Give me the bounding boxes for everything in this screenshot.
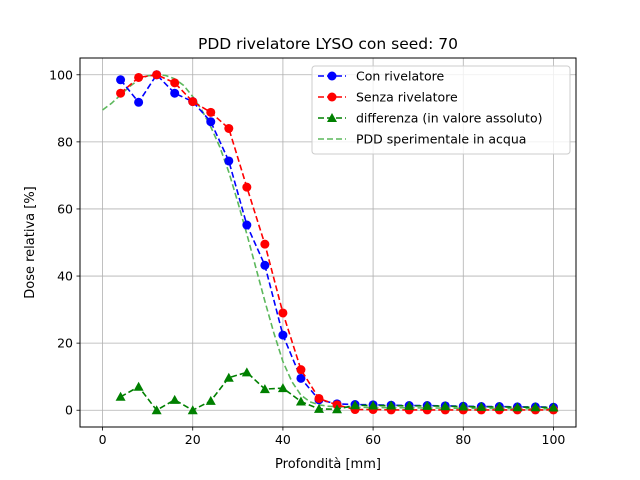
legend: Con rivelatore Senza rivelatore differenza… (311, 65, 571, 155)
legend-marker (327, 71, 337, 81)
x-tick-label: 40 (275, 432, 291, 447)
data-point (368, 400, 379, 410)
legend-box (311, 65, 571, 155)
data-point (152, 70, 162, 80)
x-tick-label: 80 (455, 432, 471, 447)
data-point (116, 88, 126, 98)
data-point (188, 97, 198, 107)
series-differenza-in-valore-assoluto (115, 367, 559, 415)
data-point (422, 400, 433, 410)
data-point (242, 220, 252, 230)
y-tick-label: 0 (65, 403, 73, 418)
data-point (386, 400, 397, 410)
legend-marker (327, 92, 337, 102)
chart-title: PDD rivelatore LYSO con seed: 70 (198, 35, 458, 53)
data-point (169, 394, 180, 404)
y-tick-label: 60 (57, 201, 73, 216)
data-point (206, 107, 216, 117)
data-point (458, 401, 469, 411)
data-point (314, 393, 324, 403)
data-point (296, 373, 306, 383)
data-point (313, 403, 324, 413)
data-point (530, 402, 541, 412)
legend-label: PDD sperimentale in acqua (356, 132, 526, 147)
data-point (151, 405, 162, 415)
y-tick-label: 100 (49, 67, 73, 82)
y-tick-label: 20 (57, 336, 73, 351)
data-point (512, 402, 523, 412)
data-point (116, 75, 126, 85)
data-point (278, 308, 288, 318)
data-point (494, 401, 505, 411)
data-point (277, 383, 288, 393)
data-point (332, 404, 343, 414)
data-point (350, 400, 361, 410)
data-point (260, 239, 270, 249)
data-point (133, 381, 144, 391)
plot-frame (79, 57, 577, 428)
x-tick-label: 20 (185, 432, 201, 447)
legend-item-differenza-in-valore-assoluto: differenza (in valore assoluto) (318, 111, 543, 126)
legend-marker (327, 113, 337, 122)
x-tick-label: 0 (99, 432, 107, 447)
legend-item-pdd-sperimentale-in-acqua: PDD sperimentale in acqua (318, 132, 526, 147)
data-point (260, 260, 270, 270)
data-point (548, 402, 559, 412)
y-tick-label: 80 (57, 134, 73, 149)
data-point (134, 72, 144, 82)
x-tick-label: 100 (542, 432, 566, 447)
legend-label: Senza rivelatore (356, 90, 458, 105)
y-axis-label: Dose relativa [%] (23, 186, 38, 299)
series-pdd-sperimentale-in-acqua (102, 73, 554, 410)
x-tick-label: 60 (365, 432, 381, 447)
axis-ticks: 0 20 40 60 80 100 0 20 40 60 80 100 (49, 67, 565, 447)
data-point (224, 156, 234, 166)
data-point (242, 182, 252, 192)
data-point (223, 372, 234, 382)
data-point (295, 396, 306, 406)
x-axis-label: Profondità [mm] (275, 457, 381, 472)
y-tick-label: 40 (57, 269, 73, 284)
data-point (170, 78, 180, 88)
legend-label: Con rivelatore (356, 69, 445, 84)
data-point (259, 384, 270, 394)
data-point (476, 401, 487, 411)
data-point (224, 123, 234, 133)
data-point (170, 88, 180, 98)
data-point (278, 330, 288, 340)
data-point (205, 395, 216, 405)
data-point (241, 367, 252, 377)
data-point (296, 365, 306, 375)
data-point (115, 391, 126, 401)
series-line (102, 73, 554, 410)
legend-item-con-rivelatore: Con rivelatore (318, 69, 445, 84)
legend-label: differenza (in valore assoluto) (356, 111, 543, 126)
data-point (134, 97, 144, 107)
series-layer (102, 70, 559, 415)
data-point (206, 117, 216, 127)
data-point (404, 400, 415, 410)
data-point (187, 405, 198, 415)
legend-item-senza-rivelatore: Senza rivelatore (318, 90, 458, 105)
data-point (440, 401, 451, 411)
